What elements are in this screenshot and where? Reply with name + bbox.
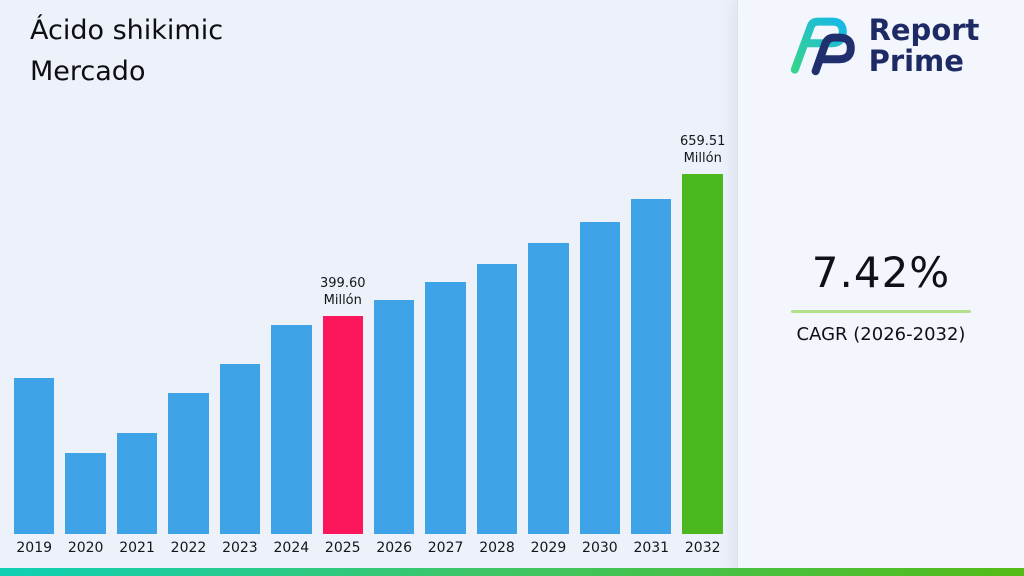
bar-2023: [219, 364, 261, 534]
bar-annotation-2032: 659.51 Millón: [679, 134, 726, 167]
bar-column-2024: 2024: [271, 325, 312, 558]
bar-chart: 2019 2020 2021 2022 2023 2024 399.60 Millón 202…: [14, 134, 726, 558]
bar-column-2026: 2026: [373, 300, 415, 558]
bar-column-2022: 2022: [168, 393, 209, 558]
x-tick-label-2023: 2023: [222, 540, 258, 556]
bar-2026: [373, 300, 415, 534]
page-title: Ácido shikimic Mercado: [30, 15, 224, 88]
logo-text-line2: Prime: [868, 44, 964, 78]
bar-column-2031: 2031: [631, 199, 672, 558]
cagr-label: CAGR (2026-2032): [796, 324, 966, 345]
bar-2029: [528, 243, 569, 534]
x-tick-label-2030: 2030: [582, 540, 618, 556]
bar-annotation-2025: 399.60 Millón: [320, 276, 366, 309]
bar-2027: [425, 282, 466, 534]
x-tick-label-2019: 2019: [16, 540, 53, 556]
x-tick-label-2027: 2027: [427, 540, 464, 556]
bar-column-2021: 2021: [116, 433, 158, 558]
bar-column-2029: 2029: [528, 243, 569, 558]
x-tick-label-2020: 2020: [67, 540, 104, 556]
bar-column-2019: 2019: [14, 378, 55, 558]
logo-text: Report Prime: [868, 12, 980, 78]
x-tick-label-2021: 2021: [119, 540, 155, 556]
bar-column-2020: 2020: [65, 453, 106, 558]
footer-accent-bar: [0, 568, 1024, 576]
bar-2030: [579, 222, 621, 534]
x-tick-label-2025: 2025: [324, 540, 361, 556]
report-prime-logo: Report Prime: [738, 12, 1024, 80]
bar-2020: [65, 453, 106, 534]
logo-text-line1: Report: [868, 12, 980, 47]
bar-2024: [271, 325, 312, 534]
side-panel: Report Prime 7.42% CAGR (2026-2032): [737, 0, 1024, 576]
x-tick-label-2024: 2024: [273, 540, 310, 556]
x-tick-label-2032: 2032: [684, 540, 721, 556]
bar-2022: [168, 393, 209, 534]
bar-2021: [116, 433, 158, 534]
x-tick-label-2026: 2026: [376, 540, 412, 556]
bar-2032: [682, 174, 723, 534]
cagr-value: 7.42%: [811, 248, 951, 297]
report-prime-logo-icon: [783, 12, 861, 80]
bar-2031: [631, 199, 672, 534]
bar-column-2023: 2023: [219, 364, 261, 558]
bar-column-2030: 2030: [579, 222, 621, 558]
bar-column-2032: 659.51 Millón 2032: [680, 134, 726, 558]
bar-2025: [322, 316, 363, 534]
x-tick-label-2022: 2022: [170, 540, 207, 556]
bar-column-2028: 2028: [476, 264, 518, 558]
cagr-block: 7.42% CAGR (2026-2032): [738, 248, 1024, 345]
x-tick-label-2029: 2029: [530, 540, 567, 556]
bar-2019: [14, 378, 55, 534]
chart-panel: Ácido shikimic Mercado 2019 2020 2021 2022 2…: [14, 15, 726, 558]
x-tick-label-2028: 2028: [479, 540, 515, 556]
bar-column-2027: 2027: [425, 282, 466, 558]
bar-column-2025: 399.60 Millón 2025: [320, 276, 366, 558]
bar-2028: [476, 264, 518, 534]
cagr-underline: [791, 310, 971, 313]
x-tick-label-2031: 2031: [633, 540, 670, 556]
